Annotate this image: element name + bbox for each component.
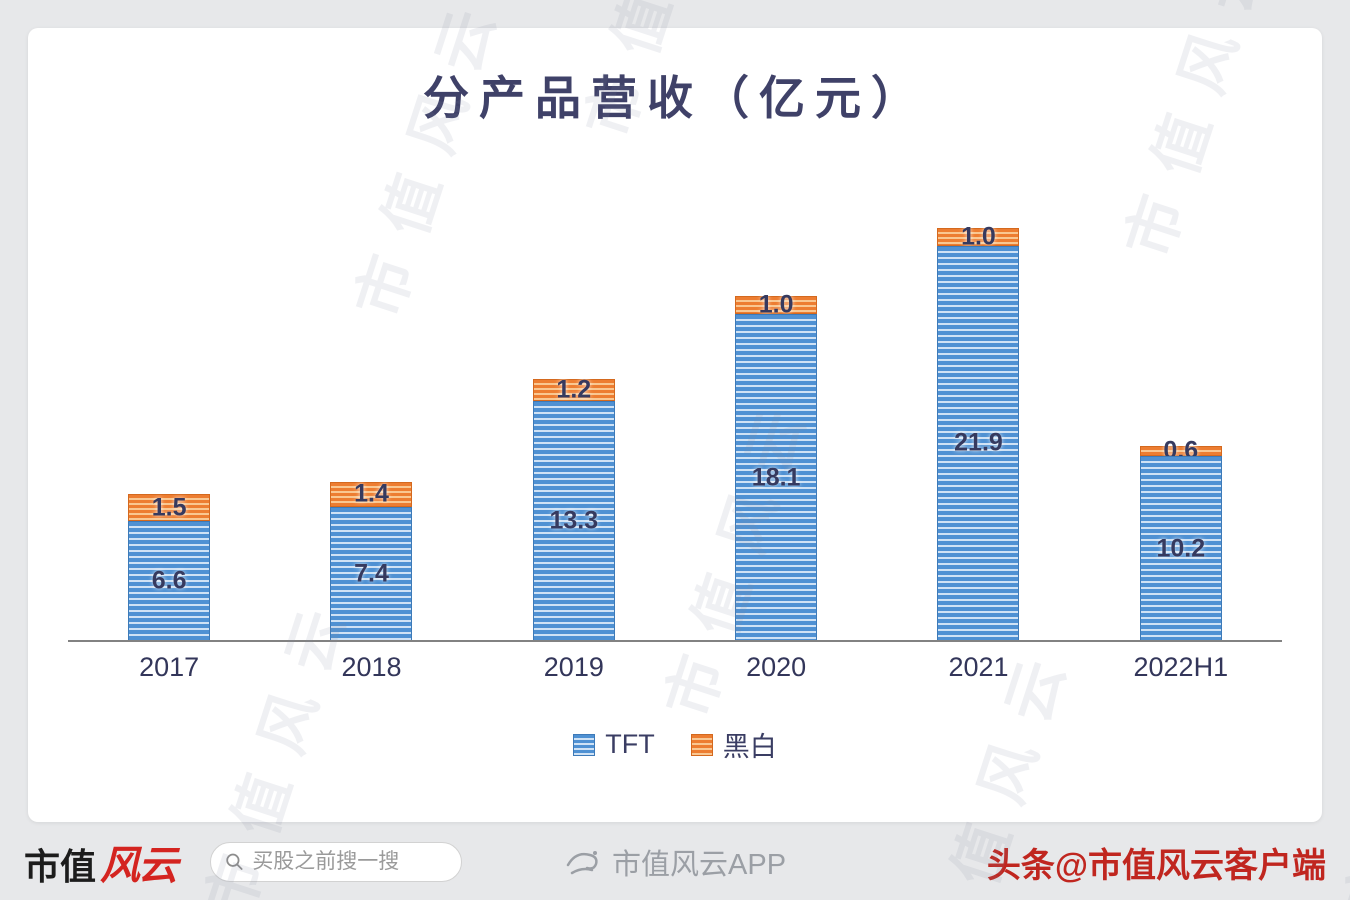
x-axis-labels: 2017 2018 2019 2020 2021 2022H1	[68, 652, 1282, 683]
bar-segment-tft: 10.2	[1139, 456, 1222, 640]
brand-logo-black: 市值	[24, 847, 97, 887]
bar-segment-tft: 6.6	[128, 521, 211, 640]
value-label-tft: 6.6	[151, 566, 187, 595]
value-label-heibai: 1.5	[151, 493, 187, 522]
bar-group-2022H1: 0.6 10.2	[1080, 142, 1282, 640]
app-label: 市值风云APP	[612, 849, 787, 881]
x-axis-label: 2022H1	[1133, 652, 1229, 682]
watermark-text: 市值风云	[1344, 97, 1350, 446]
x-axis-label: 2019	[543, 652, 604, 682]
value-label-tft: 13.3	[549, 506, 599, 535]
bar-group-2020: 1.0 18.1	[675, 142, 877, 640]
bar-segment-tft: 13.3	[532, 400, 615, 640]
bar-group-2019: 1.2 13.3	[473, 142, 675, 640]
bar-chart-plot: 1.5 6.6 1.4 7.4 1.2 13.3 1.0 18.1 1.0 21.9 0.6 10.2	[68, 142, 1282, 642]
brand-logo-red: 风云	[100, 844, 178, 888]
brand-logo: 市值 风云	[24, 833, 178, 891]
legend-swatch-heibai	[690, 733, 713, 756]
value-label-tft: 7.4	[354, 559, 389, 588]
value-label-tft: 18.1	[751, 463, 801, 492]
bar-group-2021: 1.0 21.9	[877, 142, 1079, 640]
legend-swatch-tft	[573, 733, 596, 756]
x-axis-label: 2018	[341, 652, 402, 682]
x-axis-label: 2017	[139, 652, 200, 682]
fengyun-swirl-icon	[566, 851, 598, 875]
bar-segment-heibai: 1.4	[330, 479, 413, 508]
value-label-heibai: 1.2	[556, 375, 592, 404]
value-label-heibai: 1.0	[758, 290, 794, 319]
x-axis-label: 2020	[746, 652, 807, 682]
footer-bar: 市值 风云 市值风云APP 头条@市值风云客户端	[0, 824, 1350, 900]
legend-label-heibai: 黑白	[722, 732, 777, 762]
bar-segment-heibai: 1.2	[532, 375, 615, 403]
chart-card: 分产品营收（亿元） 1.5 6.6 1.4 7.4 1.2 13.3 1.0 18.1 1.0 2…	[28, 28, 1322, 822]
search-box[interactable]	[210, 842, 463, 882]
bar-segment-heibai: 1.0	[937, 222, 1020, 250]
bar-segment-heibai: 0.6	[1139, 437, 1222, 465]
app-mark: 市值风云APP	[562, 841, 786, 883]
bar-segment-heibai: 1.0	[735, 291, 818, 319]
bar-segment-tft: 7.4	[330, 506, 413, 640]
value-label-heibai: 1.4	[354, 479, 389, 508]
search-icon	[226, 853, 243, 870]
bar-segment-tft: 18.1	[735, 314, 818, 640]
bar-group-2017: 1.5 6.6	[68, 142, 270, 640]
bar-group-2018: 1.4 7.4	[270, 142, 472, 640]
bar-segment-heibai: 1.5	[128, 493, 211, 522]
value-label-tft: 21.9	[954, 428, 1003, 457]
value-label-tft: 10.2	[1156, 534, 1206, 563]
toutiao-watermark: 头条@市值风云客户端	[986, 846, 1326, 885]
bar-segment-tft: 21.9	[937, 245, 1020, 640]
chart-title: 分产品营收（亿元）	[423, 72, 927, 124]
search-input[interactable]	[252, 850, 448, 874]
legend-label-tft: TFT	[605, 729, 655, 759]
chart-legend: TFT 黑白	[28, 725, 1322, 764]
x-axis-label: 2021	[948, 652, 1009, 682]
value-label-heibai: 1.0	[961, 222, 996, 251]
